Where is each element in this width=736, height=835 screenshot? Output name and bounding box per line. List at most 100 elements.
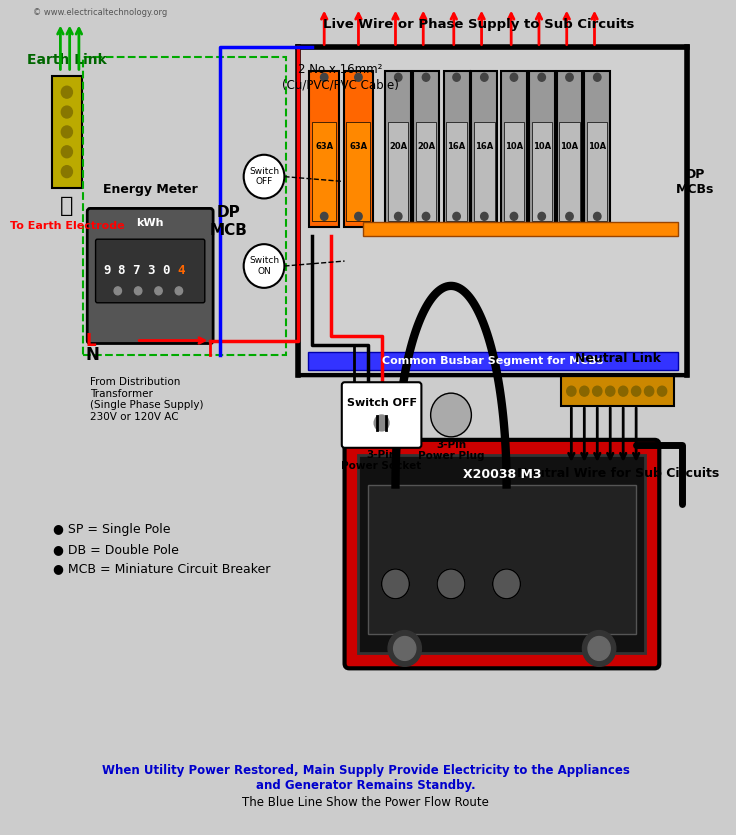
Text: 10A: 10A [588,142,606,151]
FancyBboxPatch shape [308,352,678,370]
Circle shape [355,212,362,220]
Circle shape [592,387,602,396]
FancyBboxPatch shape [584,71,610,227]
Circle shape [355,73,362,81]
Text: DP
MCBs: DP MCBs [676,168,715,195]
FancyBboxPatch shape [528,71,555,227]
Text: The Blue Line Show the Power Flow Route: The Blue Line Show the Power Flow Route [242,796,489,809]
FancyBboxPatch shape [52,76,82,188]
Text: 10A: 10A [533,142,551,151]
Circle shape [657,387,667,396]
Circle shape [631,387,641,396]
Text: Switch
OFF: Switch OFF [249,167,279,186]
Circle shape [422,212,430,220]
Circle shape [61,146,72,158]
Text: 20A: 20A [389,142,407,151]
FancyBboxPatch shape [344,440,659,668]
FancyBboxPatch shape [503,122,524,221]
Text: Neutral Wire for Sub Circuits: Neutral Wire for Sub Circuits [517,467,719,479]
Circle shape [645,387,654,396]
FancyBboxPatch shape [471,71,498,227]
Circle shape [381,569,409,599]
Circle shape [244,154,284,199]
Circle shape [582,630,616,666]
Text: 63A: 63A [350,142,367,151]
Text: 8: 8 [118,265,125,277]
Circle shape [453,73,460,81]
Text: ⏚: ⏚ [60,196,74,216]
Text: 0: 0 [162,265,170,277]
Text: Earth Link: Earth Link [27,53,107,68]
Text: 3-Pin
Power Plug: 3-Pin Power Plug [418,440,484,462]
Text: 10A: 10A [505,142,523,151]
Circle shape [320,73,328,81]
FancyBboxPatch shape [444,71,470,227]
Circle shape [135,287,142,295]
Circle shape [481,73,488,81]
FancyBboxPatch shape [559,122,580,221]
Text: L: L [85,331,96,350]
FancyBboxPatch shape [347,122,370,221]
FancyBboxPatch shape [298,48,687,375]
Circle shape [481,212,488,220]
Circle shape [492,569,520,599]
Circle shape [593,212,601,220]
Circle shape [538,73,545,81]
Circle shape [394,73,402,81]
FancyBboxPatch shape [309,71,339,227]
Text: 4: 4 [177,265,185,277]
Text: Neutral Link: Neutral Link [575,352,661,366]
Text: N: N [85,347,99,364]
Text: 3: 3 [147,265,155,277]
Circle shape [394,212,402,220]
Circle shape [155,287,162,295]
Circle shape [566,212,573,220]
FancyBboxPatch shape [385,71,411,227]
Circle shape [61,165,72,178]
Text: 16A: 16A [447,142,466,151]
Text: 63A: 63A [315,142,333,151]
Text: Common Busbar Segment for MCBs: Common Busbar Segment for MCBs [382,357,604,367]
Text: From Distribution
Transformer
(Single Phase Supply)
230V or 120V AC: From Distribution Transformer (Single Ph… [90,377,204,422]
Text: Switch OFF: Switch OFF [347,398,417,408]
Text: Switch
ON: Switch ON [249,256,279,276]
FancyBboxPatch shape [388,122,408,221]
Circle shape [175,287,183,295]
Text: Live Wire or Phase Supply to Sub Circuits: Live Wire or Phase Supply to Sub Circuit… [323,18,634,31]
Circle shape [566,73,573,81]
Circle shape [422,73,430,81]
Circle shape [567,387,576,396]
FancyBboxPatch shape [358,455,645,654]
FancyBboxPatch shape [88,209,213,343]
Circle shape [61,126,72,138]
FancyBboxPatch shape [556,71,582,227]
Circle shape [320,212,328,220]
Text: ● DB = Double Pole: ● DB = Double Pole [53,543,179,555]
Circle shape [593,73,601,81]
Circle shape [453,212,460,220]
FancyBboxPatch shape [96,239,205,303]
FancyBboxPatch shape [447,122,467,221]
Circle shape [588,636,610,660]
Text: 10A: 10A [560,142,578,151]
FancyBboxPatch shape [501,71,527,227]
Circle shape [114,287,121,295]
Text: ● MCB = Miniature Circuit Breaker: ● MCB = Miniature Circuit Breaker [53,563,270,575]
Circle shape [510,212,517,220]
Circle shape [437,569,465,599]
Text: ● SP = Single Pole: ● SP = Single Pole [53,523,171,536]
Circle shape [618,387,628,396]
Text: 7: 7 [132,265,140,277]
Text: 9: 9 [103,265,110,277]
Text: When Utility Power Restored, Main Supply Provide Electricity to the Appliances
a: When Utility Power Restored, Main Supply… [102,763,630,792]
Text: To Earth Electrode: To Earth Electrode [10,221,124,231]
Text: X20038 M3: X20038 M3 [463,468,541,481]
Circle shape [61,106,72,118]
Circle shape [374,415,389,431]
Circle shape [580,387,589,396]
Text: © www.electricaltechnology.org: © www.electricaltechnology.org [32,8,167,17]
Text: 16A: 16A [475,142,493,151]
FancyBboxPatch shape [531,122,552,221]
Text: DP
MCB: DP MCB [210,205,248,237]
Circle shape [388,630,422,666]
